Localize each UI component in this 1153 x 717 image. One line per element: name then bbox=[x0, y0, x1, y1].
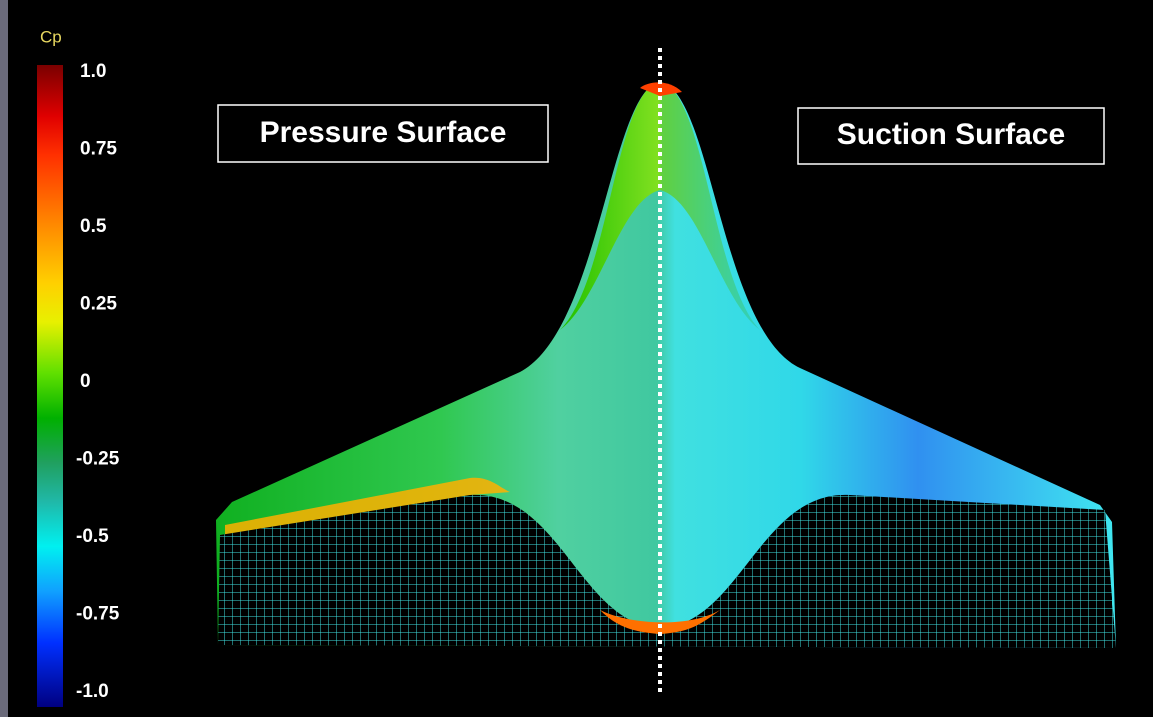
colorbar-ticks: 1.0 0.75 0.5 0.25 0 -0.25 -0.5 -0.75 -1.0 bbox=[76, 61, 120, 702]
tick-label: -1.0 bbox=[76, 681, 109, 702]
label-box bbox=[217, 104, 549, 163]
colorbar-title: Cp bbox=[40, 27, 62, 46]
side-strip bbox=[0, 0, 8, 717]
tick-label: 0 bbox=[80, 371, 91, 392]
tick-label: 0.5 bbox=[80, 216, 107, 237]
root-band bbox=[600, 610, 720, 634]
tick-label: 0.25 bbox=[80, 294, 117, 315]
label-box bbox=[797, 107, 1105, 165]
tick-label: -0.25 bbox=[76, 449, 120, 470]
tick-label: -0.5 bbox=[76, 526, 109, 547]
mesh bbox=[218, 494, 1116, 648]
suction-label: Suction Surface bbox=[837, 118, 1065, 151]
tick-label: -0.75 bbox=[76, 604, 120, 625]
colorbar bbox=[37, 65, 63, 707]
tick-label: 0.75 bbox=[80, 139, 117, 160]
pressure-label: Pressure Surface bbox=[260, 116, 507, 149]
tick-label: 1.0 bbox=[80, 61, 106, 82]
